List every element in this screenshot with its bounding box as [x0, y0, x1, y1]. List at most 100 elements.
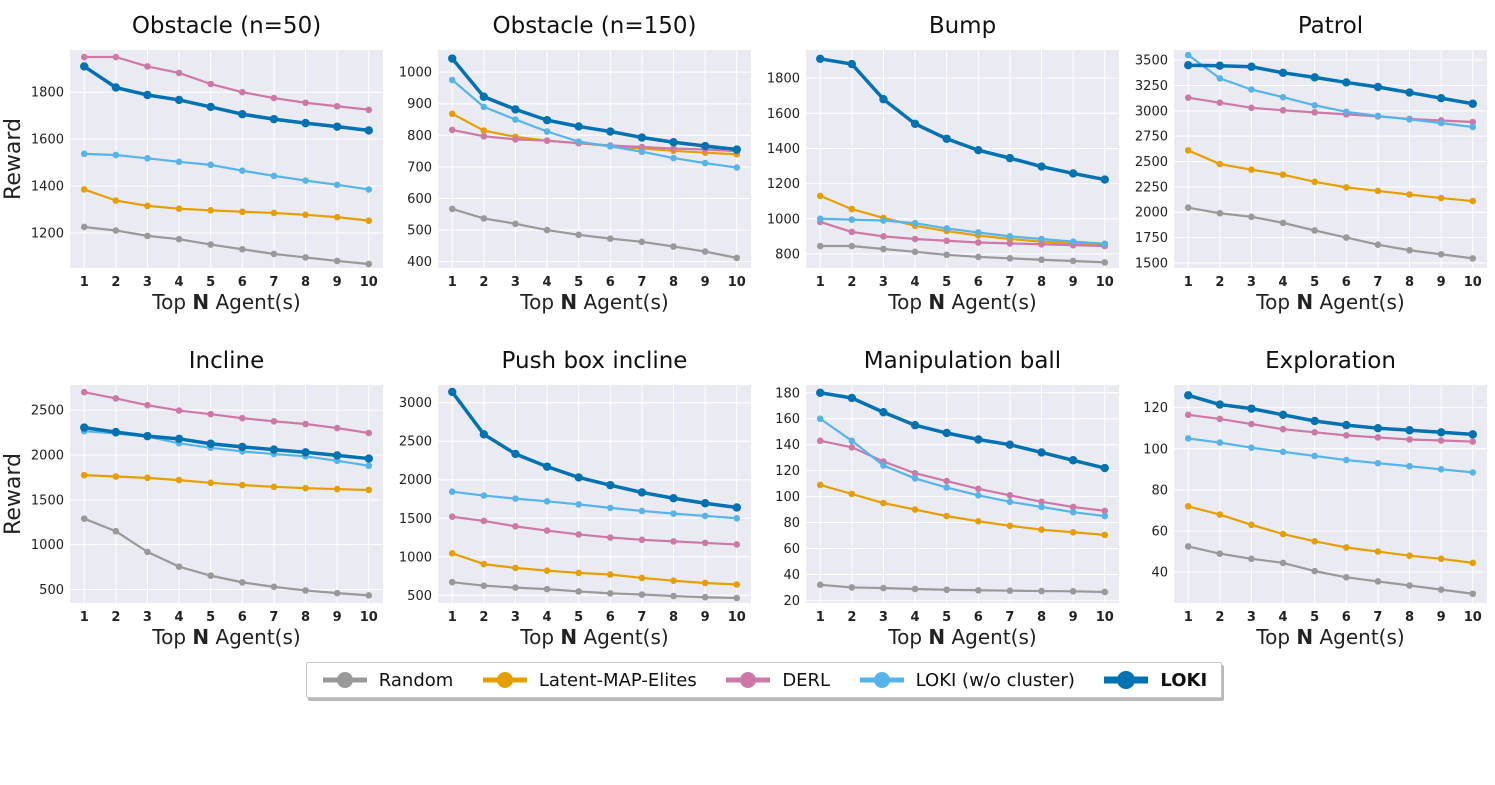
- x-tick-label: 2: [111, 275, 120, 290]
- series-line: [84, 55, 369, 111]
- data-point: [480, 492, 488, 499]
- x-tick-label: 4: [911, 275, 920, 290]
- y-tick-label: 1500: [31, 493, 64, 508]
- data-point: [175, 235, 183, 243]
- data-point: [448, 54, 457, 63]
- data-point: [638, 507, 646, 515]
- y-tick-label: 2250: [1135, 180, 1168, 195]
- data-point: [701, 593, 709, 601]
- x-tick-label: 6: [974, 275, 983, 290]
- data-point: [1215, 400, 1225, 409]
- legend-marker-latent-map-elites: [482, 672, 527, 688]
- series-loki: [80, 423, 373, 463]
- series-loki-w-o-cluster: [448, 488, 741, 522]
- data-point: [880, 217, 887, 224]
- data-point: [1406, 582, 1413, 589]
- x-tick-label: 3: [511, 275, 520, 290]
- data-point: [1406, 191, 1413, 198]
- data-point: [1184, 204, 1192, 211]
- data-point: [638, 574, 646, 582]
- y-tick-label: 180: [775, 386, 800, 401]
- data-point: [144, 63, 151, 70]
- data-point: [365, 592, 373, 599]
- data-point: [1311, 227, 1318, 234]
- series-latent-map-elites: [1184, 147, 1477, 205]
- x-tick-label: 3: [879, 610, 888, 625]
- data-point: [1006, 491, 1014, 499]
- legend-marker-loki-wo-cluster: [859, 672, 904, 688]
- data-point: [1101, 588, 1109, 596]
- data-point: [1469, 118, 1477, 126]
- series-line: [84, 474, 369, 492]
- data-point: [512, 523, 519, 530]
- data-point: [1469, 255, 1477, 262]
- data-point: [80, 388, 88, 396]
- data-point: [1216, 75, 1224, 82]
- y-tick-label: 140: [775, 438, 800, 453]
- x-tick-label: 1: [816, 275, 825, 290]
- data-point: [1469, 590, 1477, 598]
- data-point: [1437, 437, 1445, 444]
- y-tick-label: 2000: [31, 448, 64, 463]
- data-point: [480, 560, 488, 568]
- data-point: [1405, 88, 1414, 97]
- data-point: [732, 503, 741, 512]
- series-line: [1188, 63, 1474, 106]
- plot-area: [1174, 50, 1487, 268]
- data-point: [1184, 543, 1192, 550]
- series-line: [84, 391, 369, 435]
- x-tick-label: 2: [847, 610, 856, 625]
- data-point: [1343, 456, 1350, 464]
- y-tick-label: 60: [783, 542, 800, 557]
- x-tick-label: 5: [206, 610, 215, 625]
- x-tick-label: 4: [543, 610, 552, 625]
- x-tick-label: 3: [143, 610, 152, 625]
- data-point: [911, 469, 919, 477]
- data-point: [1437, 119, 1445, 127]
- data-point: [638, 238, 646, 246]
- x-tick-label: 7: [637, 610, 646, 625]
- series-line: [820, 217, 1105, 245]
- data-point: [175, 69, 183, 77]
- y-tick-label: 120: [1143, 401, 1168, 416]
- series-loki: [448, 387, 741, 512]
- y-tick-label: 1800: [31, 86, 64, 101]
- chart-title: Patrol: [1298, 13, 1363, 39]
- y-tick-label: 60: [1151, 525, 1168, 540]
- x-axis-label: Top N Agent(s): [1255, 290, 1404, 314]
- data-point: [332, 122, 342, 131]
- data-point: [1247, 404, 1256, 413]
- data-point: [1038, 498, 1045, 506]
- data-point: [974, 146, 983, 155]
- series-line: [84, 225, 369, 266]
- data-point: [847, 59, 857, 69]
- data-point: [175, 476, 183, 484]
- data-point: [239, 481, 246, 489]
- legend-label-loki: LOKI: [1160, 669, 1208, 691]
- data-point: [1184, 503, 1192, 510]
- data-point: [911, 506, 919, 513]
- data-point: [1069, 257, 1077, 265]
- data-point: [543, 567, 551, 574]
- series-loki-w-o-cluster: [816, 215, 1109, 248]
- data-point: [512, 116, 519, 123]
- y-tick-label: 100: [1143, 442, 1168, 457]
- series-line: [819, 220, 1105, 248]
- data-point: [1343, 544, 1350, 551]
- x-tick-label: 2: [1215, 610, 1224, 625]
- data-point: [1436, 428, 1446, 437]
- x-tick-label: 6: [238, 275, 247, 290]
- data-point: [1279, 93, 1287, 101]
- data-point: [670, 154, 677, 162]
- data-point: [606, 127, 615, 136]
- legend: Random Latent-MAP-Elites DERL LOKI (w/o …: [306, 662, 1222, 698]
- data-point: [1437, 586, 1445, 593]
- data-point: [975, 485, 982, 493]
- data-point: [1311, 452, 1318, 460]
- data-point: [911, 235, 919, 243]
- data-point: [512, 584, 519, 591]
- plot-area: [438, 385, 751, 603]
- x-tick-label: 3: [143, 275, 152, 290]
- data-point: [816, 388, 825, 397]
